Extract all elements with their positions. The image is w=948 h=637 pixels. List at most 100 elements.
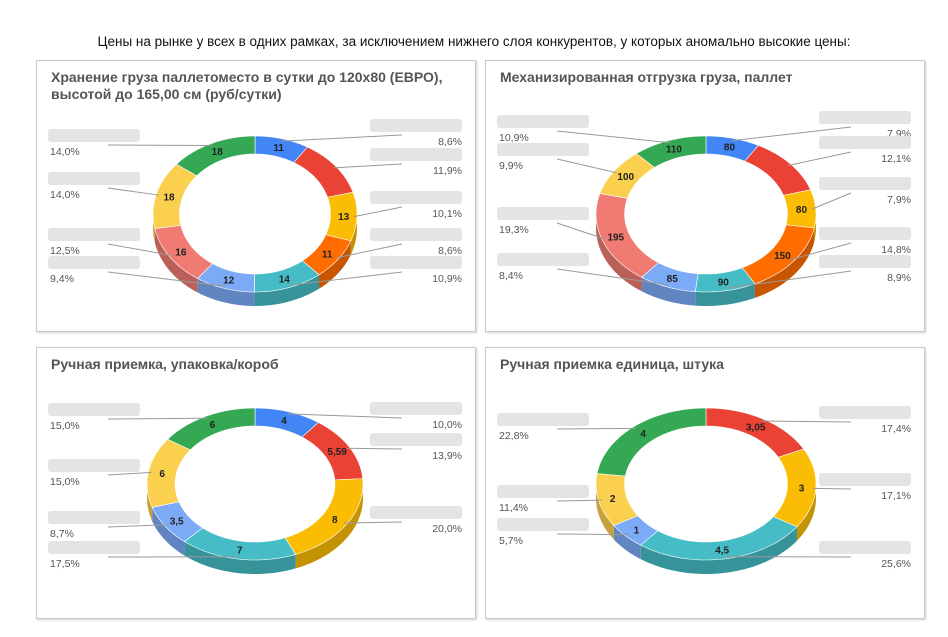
chart-title: Механизированная отгрузка груза, паллет (500, 69, 793, 85)
obscured-name-5 (48, 459, 140, 472)
leader-line-1 (812, 487, 852, 490)
obscured-name-6 (48, 228, 140, 241)
obscured-name-0 (819, 111, 911, 124)
data-label-2: 8 (332, 515, 338, 526)
slice-wall-4 (596, 473, 614, 540)
leader-line-5 (556, 268, 669, 286)
obscured-name-7 (48, 172, 140, 185)
pct-label-5: 15,0% (50, 476, 80, 488)
obscured-name-4 (48, 511, 140, 524)
data-label-5: 12 (223, 275, 235, 286)
data-label-2: 13 (338, 212, 350, 223)
pct-label-2: 25,6% (881, 558, 911, 570)
obscured-name-3 (370, 228, 462, 241)
obscured-name-0 (370, 402, 462, 415)
chart-title: Хранение груза паллетоместо в сутки до 1… (51, 69, 443, 102)
leader-line-5 (107, 271, 226, 287)
data-label-5: 85 (667, 274, 679, 285)
slice-wall-6 (154, 228, 198, 293)
obscured-name-0 (819, 406, 911, 419)
leader-line-1 (346, 447, 403, 450)
leader-line-6 (107, 417, 208, 420)
pct-label-1: 13,9% (432, 450, 462, 462)
data-label-0: 11 (273, 143, 284, 154)
leader-line-1 (333, 163, 403, 169)
pct-label-5: 8,4% (499, 270, 523, 282)
data-label-1: 3 (799, 483, 805, 494)
pct-label-0: 10,0% (432, 419, 462, 431)
pct-label-0: 8,6% (438, 136, 462, 148)
donut-hole (624, 426, 788, 542)
obscured-name-6 (497, 207, 589, 220)
page-heading: Цены на рынке у всех в одних рамках, за … (97, 34, 851, 49)
data-label-7: 18 (163, 192, 175, 203)
obscured-name-4 (819, 255, 911, 268)
chart-panel-storage: Хранение груза паллетоместо в сутки до 1… (36, 60, 476, 332)
slice-wall-3 (613, 525, 641, 560)
slice-wall-3 (754, 227, 815, 298)
leader-line-3 (335, 243, 403, 259)
obscured-name-8 (48, 129, 140, 142)
donut-hole (175, 426, 335, 542)
data-label-7: 100 (617, 172, 634, 183)
pct-label-4: 11,4% (499, 502, 528, 514)
slice-wall-4 (695, 283, 755, 306)
chart-panel-mechanized-shipping: Механизированная отгрузка груза, паллет … (485, 60, 925, 332)
leader-line-8 (107, 144, 213, 147)
obscured-name-7 (497, 143, 589, 156)
chart-title: Ручная приемка, упаковка/короб (51, 356, 279, 372)
pct-label-3: 17,5% (50, 558, 80, 570)
pct-label-4: 8,7% (50, 528, 74, 540)
data-label-4: 2 (610, 494, 616, 505)
leader-line-4 (556, 499, 602, 502)
slice-wall-3 (184, 541, 296, 574)
leader-line-3 (556, 533, 629, 536)
data-label-5: 6 (159, 469, 165, 480)
leader-line-0 (287, 413, 403, 419)
slice-wall-2 (295, 478, 363, 569)
data-label-3: 1 (634, 526, 640, 537)
data-label-1: 5,59 (327, 447, 347, 458)
slice-wall-4 (152, 507, 185, 556)
leader-line-6 (107, 243, 173, 257)
leader-line-2 (353, 206, 403, 218)
data-label-3: 11 (322, 250, 333, 261)
leader-line-3 (791, 242, 852, 260)
data-label-4: 90 (718, 277, 730, 288)
obscured-name-5 (48, 256, 140, 269)
obscured-name-2 (819, 177, 911, 190)
pct-label-8: 10,9% (499, 132, 529, 144)
pct-label-4: 8,9% (887, 272, 911, 284)
slice-wall-5 (197, 278, 255, 306)
leader-line-6 (556, 222, 606, 240)
pct-label-2: 10,1% (432, 208, 462, 220)
obscured-name-4 (370, 256, 462, 269)
leader-line-4 (107, 524, 168, 528)
leader-line-1 (787, 151, 852, 167)
chart-title: Ручная приемка единица, штука (500, 356, 724, 372)
leader-line-5 (556, 427, 636, 430)
obscured-name-3 (48, 541, 140, 554)
pct-label-4: 10,9% (432, 273, 462, 285)
leader-line-4 (287, 271, 403, 286)
data-label-8: 18 (212, 147, 224, 158)
obscured-name-8 (497, 115, 589, 128)
donut-chart-mechanized-shipping: 808015090851951001107,9%12,1%7,9%14,8%8,… (497, 111, 911, 306)
slice-wall-4 (254, 274, 320, 306)
obscured-name-2 (370, 506, 462, 519)
leader-line-0 (761, 420, 852, 423)
slice-wall-5 (641, 277, 696, 306)
data-label-4: 14 (279, 275, 291, 286)
obscured-name-2 (370, 191, 462, 204)
data-label-6: 16 (175, 247, 187, 258)
obscured-name-0 (370, 119, 462, 132)
pct-label-5: 9,4% (50, 273, 74, 285)
data-label-0: 3,05 (746, 422, 766, 433)
pct-label-6: 12,5% (50, 245, 80, 257)
pct-label-8: 14,0% (50, 146, 80, 158)
leader-line-2 (812, 192, 852, 210)
data-label-6: 195 (607, 233, 624, 244)
leader-line-0 (732, 126, 852, 142)
donut-hole (179, 154, 331, 274)
obscured-name-3 (819, 227, 911, 240)
